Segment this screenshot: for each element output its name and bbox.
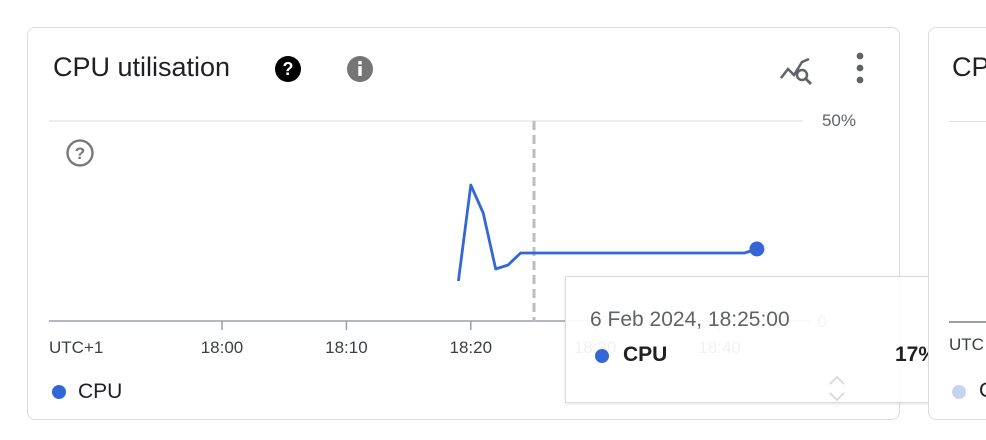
legend-dot-cpu bbox=[52, 385, 66, 399]
cpu-utilisation-card: CPU utilisation ? ? bbox=[27, 27, 900, 420]
second-chart-card: CP UTC C bbox=[928, 27, 986, 420]
card-title: CPU utilisation bbox=[53, 52, 231, 82]
second-card-legend-label: C bbox=[979, 379, 986, 403]
x-tick-label-3: 18:20 bbox=[450, 338, 493, 357]
help-outline-icon[interactable]: ? bbox=[65, 138, 95, 168]
second-card-legend-dot bbox=[952, 385, 966, 399]
x-tick-label-2: 18:10 bbox=[325, 338, 368, 357]
second-card-axis-label: UTC bbox=[949, 335, 984, 354]
tooltip-series-name: CPU bbox=[623, 343, 668, 366]
svg-text:?: ? bbox=[75, 144, 85, 163]
second-card-baseline bbox=[949, 321, 986, 323]
tooltip-series-value: 17% bbox=[894, 343, 937, 366]
help-filled-icon[interactable]: ? bbox=[273, 54, 303, 84]
tooltip-expand-icon[interactable] bbox=[826, 373, 848, 405]
tooltip-date: 6 Feb 2024, 18:25:00 bbox=[590, 308, 790, 331]
chart-legend: CPU bbox=[52, 380, 122, 404]
legend-label-cpu[interactable]: CPU bbox=[78, 380, 123, 403]
series-line-cpu bbox=[457, 183, 758, 282]
chart-explore-icon[interactable] bbox=[778, 56, 816, 86]
second-card-gridline bbox=[949, 121, 986, 122]
more-vert-icon[interactable] bbox=[848, 50, 872, 88]
series-point-last bbox=[749, 241, 765, 257]
x-tick-label-1: 18:00 bbox=[201, 338, 244, 357]
chart-tooltip: 6 Feb 2024, 18:25:00 CPU 17% bbox=[565, 276, 962, 403]
x-tick-label-0: UTC+1 bbox=[49, 338, 103, 357]
y-tick-max: 50% bbox=[822, 111, 856, 130]
tooltip-series-dot bbox=[595, 349, 609, 363]
second-card-title: CP bbox=[952, 52, 986, 82]
info-icon[interactable] bbox=[345, 54, 375, 84]
svg-text:?: ? bbox=[283, 59, 294, 79]
